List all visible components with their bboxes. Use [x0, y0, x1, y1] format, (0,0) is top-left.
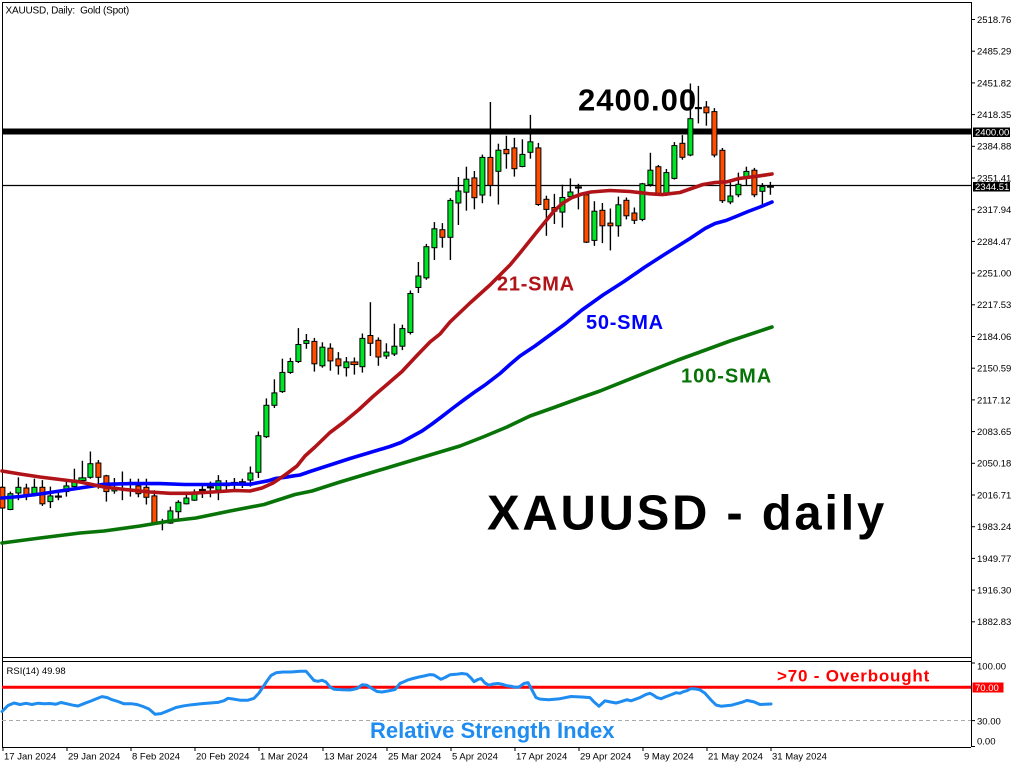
svg-text:2317.94: 2317.94	[977, 205, 1011, 216]
svg-text:0.00: 0.00	[977, 737, 996, 748]
svg-text:1916.30: 1916.30	[977, 586, 1011, 597]
svg-text:70.00: 70.00	[975, 683, 999, 694]
svg-text:2150.59: 2150.59	[977, 364, 1011, 375]
svg-text:1 Mar 2024: 1 Mar 2024	[260, 752, 308, 763]
svg-text:2400.00: 2400.00	[975, 127, 1009, 138]
svg-text:1983.24: 1983.24	[977, 522, 1011, 533]
svg-text:2251.00: 2251.00	[977, 269, 1011, 280]
svg-text:2384.88: 2384.88	[977, 142, 1011, 153]
svg-text:2117.12: 2117.12	[977, 395, 1011, 406]
svg-text:XAUUSD - daily: XAUUSD - daily	[487, 487, 887, 541]
svg-text:50-SMA: 50-SMA	[586, 312, 664, 334]
svg-text:8 Feb 2024: 8 Feb 2024	[132, 752, 180, 763]
svg-text:100.00: 100.00	[977, 661, 1006, 672]
svg-text:1882.83: 1882.83	[977, 617, 1011, 628]
svg-text:29 Jan 2024: 29 Jan 2024	[68, 752, 120, 763]
svg-text:29 Apr 2024: 29 Apr 2024	[580, 752, 631, 763]
svg-text:2050.18: 2050.18	[977, 459, 1011, 470]
svg-text:25 Mar 2024: 25 Mar 2024	[388, 752, 441, 763]
svg-text:XAUUSD, Daily: Gold (Spot): XAUUSD, Daily: Gold (Spot)	[6, 6, 130, 17]
svg-text:2485.29: 2485.29	[977, 47, 1011, 58]
svg-text:13 Mar 2024: 13 Mar 2024	[324, 752, 377, 763]
svg-text:17 Jan 2024: 17 Jan 2024	[4, 752, 56, 763]
svg-text:21 May 2024: 21 May 2024	[708, 752, 763, 763]
svg-text:2083.65: 2083.65	[977, 427, 1011, 438]
svg-text:2344.51: 2344.51	[975, 182, 1009, 193]
svg-text:31 May 2024: 31 May 2024	[772, 752, 827, 763]
svg-text:2016.71: 2016.71	[977, 490, 1011, 501]
svg-text:2284.47: 2284.47	[977, 237, 1011, 248]
svg-text:20 Feb 2024: 20 Feb 2024	[196, 752, 249, 763]
svg-text:RSI(14) 49.98: RSI(14) 49.98	[7, 666, 66, 677]
svg-text:100-SMA: 100-SMA	[681, 366, 772, 388]
svg-text:5 Apr 2024: 5 Apr 2024	[452, 752, 498, 763]
svg-text:21-SMA: 21-SMA	[497, 274, 575, 296]
svg-text:2418.35: 2418.35	[977, 110, 1011, 121]
svg-text:2451.82: 2451.82	[977, 78, 1011, 89]
svg-text:2217.53: 2217.53	[977, 300, 1011, 311]
svg-text:2518.76: 2518.76	[977, 15, 1011, 26]
svg-text:17 Apr 2024: 17 Apr 2024	[516, 752, 567, 763]
svg-text:2351.41: 2351.41	[977, 173, 1011, 184]
svg-text:9 May 2024: 9 May 2024	[644, 752, 694, 763]
svg-text:>70 - Overbought: >70 - Overbought	[777, 667, 930, 686]
svg-text:30.00: 30.00	[977, 717, 1001, 728]
svg-text:2400.00: 2400.00	[578, 83, 697, 118]
svg-text:1949.77: 1949.77	[977, 554, 1011, 565]
svg-text:2184.06: 2184.06	[977, 332, 1011, 343]
svg-text:Relative Strength Index: Relative Strength Index	[370, 718, 615, 743]
